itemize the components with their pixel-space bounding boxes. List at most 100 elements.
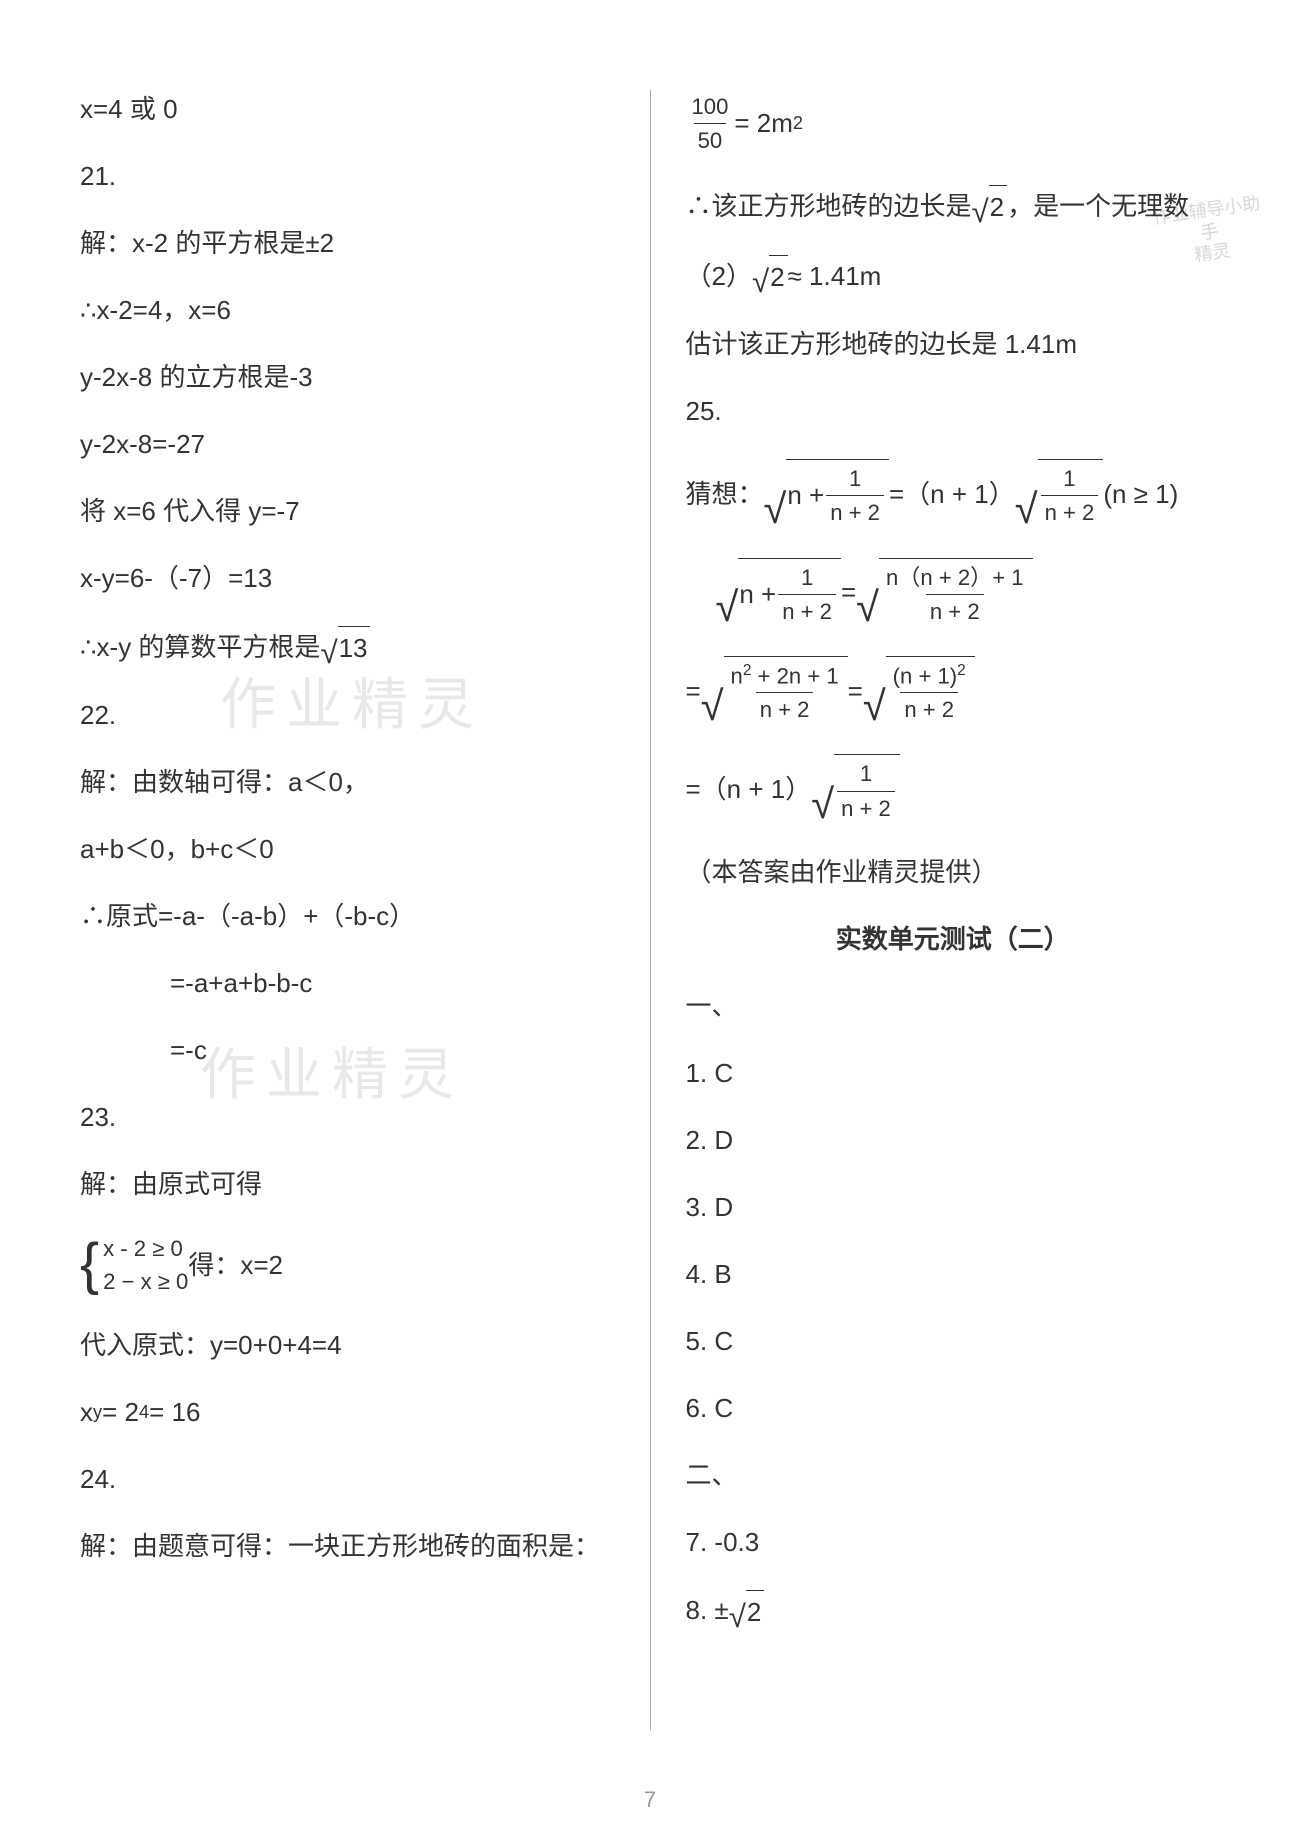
text-line: （2） √ 2 ≈ 1.41m xyxy=(686,255,1221,297)
text-line: x=4 或 0 xyxy=(80,90,615,129)
numerator: 100 xyxy=(688,90,733,123)
text-span: 得：x=2 xyxy=(188,1246,283,1285)
numerator: n2 + 2n + 1 xyxy=(727,659,843,693)
text-line: ∴x-2=4，x=6 xyxy=(80,291,615,330)
page-number: 7 xyxy=(644,1787,656,1813)
fraction: 1 n + 2 xyxy=(837,757,895,824)
text-line: =（n + 1） √ 1 n + 2 xyxy=(686,754,1221,824)
sqrt-expr: √ n2 + 2n + 1 n + 2 xyxy=(701,656,848,727)
text-line: 猜想： √ n + 1 n + 2 =（n + 1） √ 1 n + 2 xyxy=(686,459,1221,529)
text-span: n + xyxy=(787,476,824,515)
sqrt-expr: √ 2 xyxy=(729,1590,765,1632)
fraction: 1 n + 2 xyxy=(778,561,836,628)
radical-icon: √ xyxy=(729,1601,746,1632)
text-span: = 2m xyxy=(734,104,793,143)
answer-item: 8. ± √ 2 xyxy=(686,1590,1221,1632)
radical-icon: √ xyxy=(863,685,886,727)
sqrt-expr: √ 1 n + 2 xyxy=(1015,459,1104,529)
text-span: ≈ 1.41m xyxy=(788,257,882,296)
text-line: 解：由原式可得 xyxy=(80,1165,615,1204)
sqrt-expr: √ n（n + 2）+ 1 n + 2 xyxy=(856,558,1032,628)
denominator: n + 2 xyxy=(837,791,895,825)
problem-number: 21. xyxy=(80,157,615,196)
sqrt-arg: 2 xyxy=(989,185,1007,227)
text-line: √ n + 1 n + 2 = √ n（n + 2）+ 1 n + 2 xyxy=(686,558,1221,628)
text-line: 解：由数轴可得：a＜0， xyxy=(80,763,615,802)
text-line: 解：x-2 的平方根是±2 xyxy=(80,224,615,263)
text-span: = xyxy=(841,573,856,612)
numerator: 1 xyxy=(856,757,876,790)
answer-item: 1. C xyxy=(686,1054,1221,1093)
text-line: 解：由题意可得：一块正方形地砖的面积是： xyxy=(80,1527,615,1566)
numerator: (n + 1)2 xyxy=(889,659,970,693)
base: (n + 1) xyxy=(893,663,957,688)
numerator: n（n + 2）+ 1 xyxy=(882,561,1028,594)
sqrt-arg: n + 1 n + 2 xyxy=(738,558,841,628)
answer-item: 7. -0.3 xyxy=(686,1523,1221,1562)
n: n xyxy=(731,663,743,688)
fraction: 1 n + 2 xyxy=(1041,462,1099,529)
sqrt-arg: 2 xyxy=(769,255,787,297)
eq-top: x - 2 ≥ 0 xyxy=(103,1232,188,1265)
answer-item: 2. D xyxy=(686,1121,1221,1160)
answer-item: 6. C xyxy=(686,1389,1221,1428)
denominator: 50 xyxy=(694,123,727,157)
radical-icon: √ xyxy=(716,586,739,628)
sqrt-arg: n2 + 2n + 1 n + 2 xyxy=(724,656,848,727)
problem-number: 23. xyxy=(80,1098,615,1137)
sqrt-expr: √ 13 xyxy=(320,626,370,668)
text-line: a+b＜0，b+c＜0 xyxy=(80,830,615,869)
numerator: 1 xyxy=(797,561,817,594)
text-span: ∴该正方形地砖的边长是 xyxy=(686,187,972,226)
sqrt-arg: 2 xyxy=(746,1590,764,1632)
fraction: n2 + 2n + 1 n + 2 xyxy=(727,659,843,727)
sqrt-expr: √ n + 1 n + 2 xyxy=(716,558,841,628)
radical-icon: √ xyxy=(972,196,989,227)
text-span: 猜想： xyxy=(686,475,764,514)
text-span: (n ≥ 1) xyxy=(1103,475,1178,514)
sqrt-arg: 1 n + 2 xyxy=(1038,459,1104,529)
answer-item: 3. D xyxy=(686,1188,1221,1227)
denominator: n + 2 xyxy=(756,692,814,726)
sqrt-expr: √ (n + 1)2 n + 2 xyxy=(863,656,975,727)
denominator: n + 2 xyxy=(826,495,884,529)
text-span: =（n + 1） xyxy=(889,475,1015,514)
sqrt-expr: √ 2 xyxy=(972,185,1008,227)
text-line: ∴x-y 的算数平方根是 √ 13 xyxy=(80,626,615,668)
sqrt-arg: (n + 1)2 n + 2 xyxy=(886,656,975,727)
sqrt-arg: n（n + 2）+ 1 n + 2 xyxy=(879,558,1033,628)
text-span: （2） xyxy=(686,257,752,296)
problem-number: 22. xyxy=(80,696,615,735)
text-span: 8. ± xyxy=(686,1591,729,1630)
right-column: 100 50 = 2m2 ∴该正方形地砖的边长是 √ 2 ，是一个无理数 （2）… xyxy=(656,90,1221,1730)
text-line: xy = 24 = 16 xyxy=(80,1393,615,1432)
text-line: = √ n2 + 2n + 1 n + 2 = √ (n + 1)2 n + 2 xyxy=(686,656,1221,727)
text-line: y-2x-8=-27 xyxy=(80,425,615,464)
radical-icon: √ xyxy=(752,266,769,297)
denominator: n + 2 xyxy=(1041,495,1099,529)
sup: y xyxy=(93,1399,102,1426)
answer-item: 4. B xyxy=(686,1255,1221,1294)
text-line: 100 50 = 2m2 xyxy=(686,90,1221,157)
text-span: = xyxy=(686,672,701,711)
fraction: n（n + 2）+ 1 n + 2 xyxy=(882,561,1028,628)
text-span: n + xyxy=(739,575,776,614)
sqrt-expr: √ 1 n + 2 xyxy=(811,754,900,824)
sup: 2 xyxy=(793,110,803,137)
fraction: 100 50 xyxy=(688,90,733,157)
radical-icon: √ xyxy=(320,637,337,668)
radical-icon: √ xyxy=(856,586,879,628)
answer-item: 5. C xyxy=(686,1322,1221,1361)
sqrt-expr: √ 2 xyxy=(752,255,788,297)
text-line: ∴该正方形地砖的边长是 √ 2 ，是一个无理数 xyxy=(686,185,1221,227)
text-line: =-c xyxy=(80,1031,615,1070)
text-span: =（n + 1） xyxy=(686,770,812,809)
denominator: n + 2 xyxy=(778,594,836,628)
text-span: ，是一个无理数 xyxy=(1007,187,1189,226)
text-line: （本答案由作业精灵提供） xyxy=(686,853,1221,892)
sup: 4 xyxy=(139,1399,149,1426)
text-line: x-y=6-（-7）=13 xyxy=(80,559,615,598)
text-line: =-a+a+b-b-c xyxy=(80,964,615,1003)
radical-icon: √ xyxy=(1015,488,1038,530)
text-line: 代入原式：y=0+0+4=4 xyxy=(80,1326,615,1365)
